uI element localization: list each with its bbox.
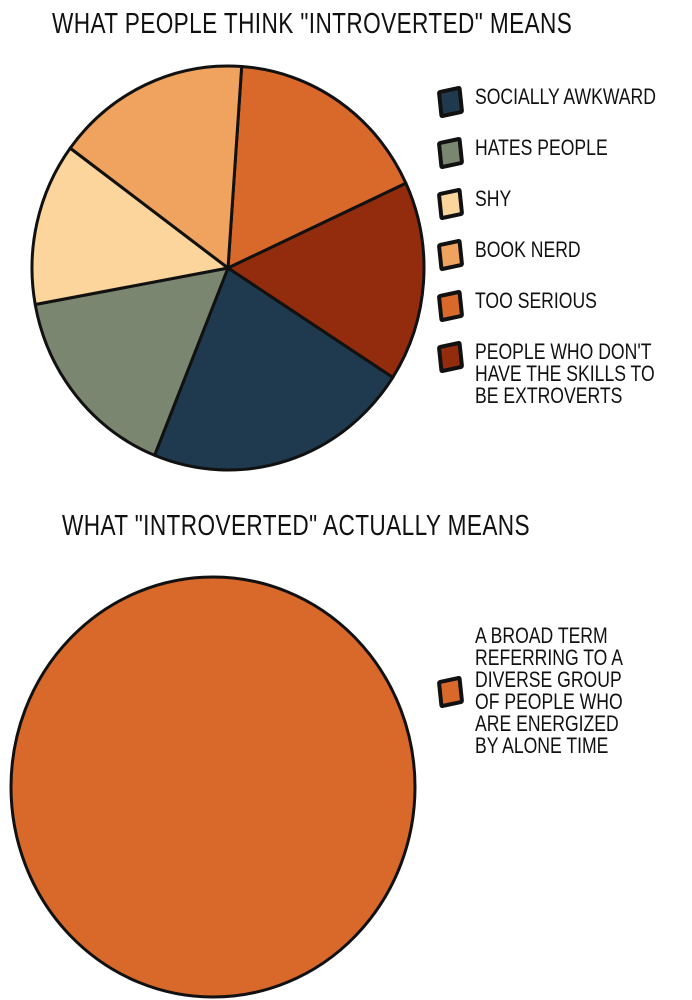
legend-label: HATES PEOPLE	[475, 135, 608, 160]
pie-slice-socially-awkward	[153, 266, 395, 472]
legend-label: A BROAD TERM REFERRING TO A DIVERSE GROU…	[475, 623, 623, 758]
legend-item: SHY	[436, 186, 692, 221]
legend-item: BOOK NERD	[436, 237, 692, 272]
chart-title-2: WHAT "INTROVERTED" ACTUALLY MEANS	[62, 510, 531, 542]
legend-item: HATES PEOPLE	[436, 135, 692, 170]
legend-item: PEOPLE WHO DON'T HAVE THE SKILLS TO BE E…	[436, 339, 692, 408]
legend-label: SHY	[475, 186, 512, 211]
pie-slice-shy	[30, 146, 230, 306]
pie-chart-actual	[9, 575, 417, 999]
pie-slice-hates-people	[33, 266, 230, 457]
legend-item: SOCIALLY AWKWARD	[436, 84, 692, 119]
pie-slice-people-who-don-t-have-the-skil	[226, 181, 426, 379]
legend-item: A BROAD TERM REFERRING TO A DIVERSE GROU…	[436, 623, 675, 758]
pie-slice-a-broad-term-referring-to-a-di	[9, 575, 417, 999]
legend-label: TOO SERIOUS	[475, 288, 597, 313]
legend-label: SOCIALLY AWKWARD	[475, 84, 656, 109]
legend-swatch	[436, 675, 465, 709]
pie-chart-perceived	[30, 64, 426, 472]
chart-title-1: WHAT PEOPLE THINK "INTROVERTED" MEANS	[52, 8, 573, 40]
legend-label: BOOK NERD	[475, 237, 581, 262]
legend-item: TOO SERIOUS	[436, 288, 692, 323]
pie-slice-book-nerd	[68, 64, 244, 270]
legend-label: PEOPLE WHO DON'T HAVE THE SKILLS TO BE E…	[475, 339, 655, 408]
pie-slice-too-serious	[226, 64, 408, 270]
legend-perceived: SOCIALLY AWKWARD HATES PEOPLE SHY BOOK NERD…	[436, 84, 692, 428]
legend-actual: A BROAD TERM REFERRING TO A DIVERSE GROU…	[436, 623, 675, 778]
